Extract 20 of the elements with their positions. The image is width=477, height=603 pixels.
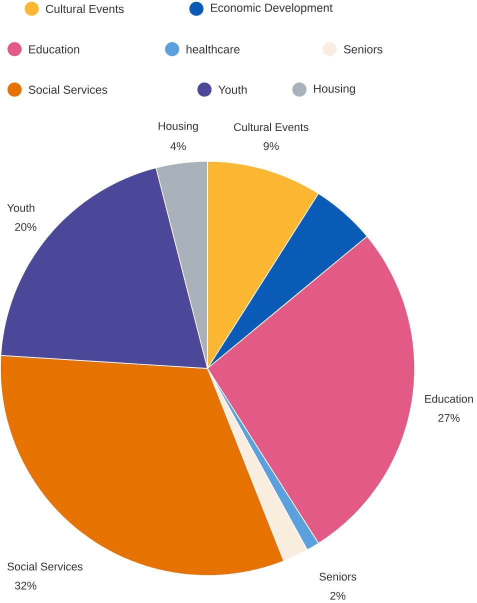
- legend-label: Economic Development: [211, 3, 333, 14]
- slice-label: Cultural Events: [234, 122, 308, 132]
- slice-label: Education: [425, 394, 473, 403]
- legend-label: Cultural Events: [46, 4, 124, 14]
- data-label: 2%: [330, 592, 346, 600]
- legend-label: Education: [29, 44, 80, 54]
- legend-label: Housing: [314, 84, 355, 96]
- slice-label: Youth: [7, 204, 34, 212]
- legend-label: healthcare: [186, 44, 240, 54]
- data-label: 32%: [14, 582, 36, 590]
- slice-label: Seniors: [319, 572, 356, 581]
- slice-label: Social Services: [8, 562, 83, 571]
- data-label: 20%: [15, 223, 36, 231]
- legend-label: Social Services: [28, 85, 108, 94]
- data-label: 27%: [438, 414, 460, 422]
- slice-label: Housing: [158, 122, 198, 132]
- data-label: 4%: [170, 142, 186, 150]
- legend-label: Youth: [218, 85, 247, 94]
- data-label: 9%: [264, 142, 279, 150]
- legend-label: Seniors: [344, 44, 382, 54]
